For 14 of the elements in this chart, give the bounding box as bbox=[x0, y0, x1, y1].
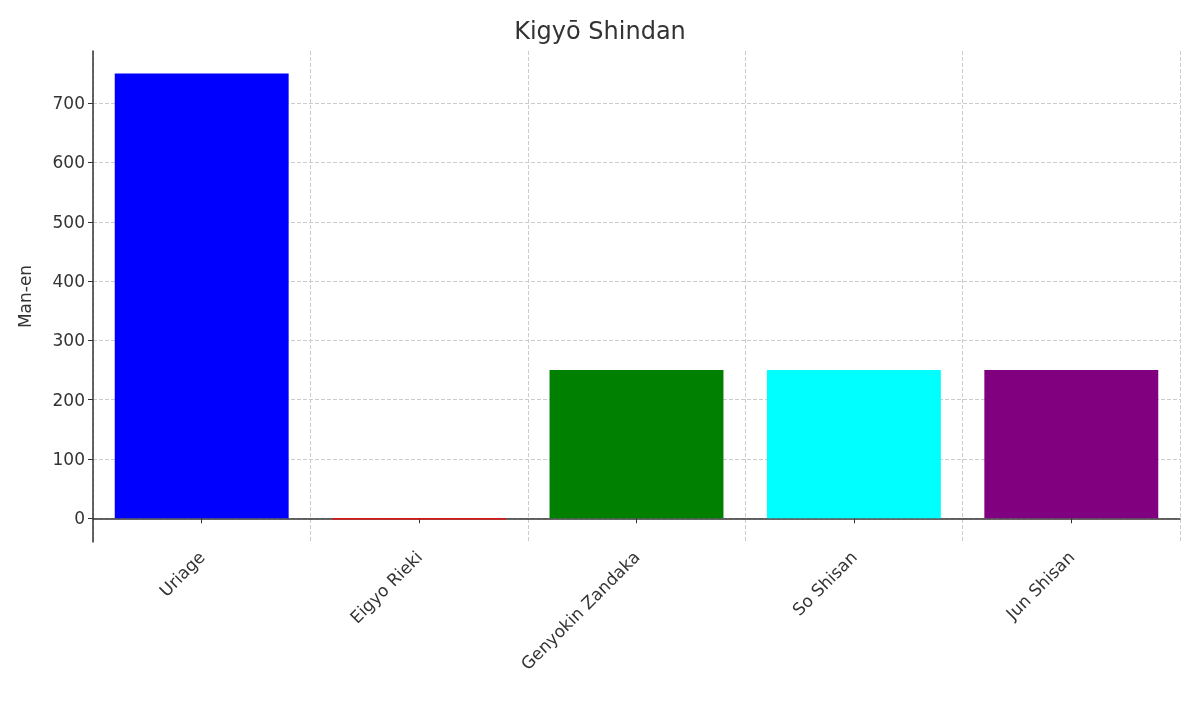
y-tick-label: 500 bbox=[52, 211, 85, 232]
y-tick-label: 0 bbox=[74, 508, 85, 529]
bar bbox=[766, 370, 941, 519]
y-tick-label: 700 bbox=[52, 93, 85, 114]
y-tick-label: 200 bbox=[52, 389, 85, 410]
chart-title: Kigyō Shindan bbox=[514, 17, 686, 45]
y-tick-label: 100 bbox=[52, 448, 85, 469]
y-tick-label: 400 bbox=[52, 271, 85, 292]
y-tick-label: 300 bbox=[52, 330, 85, 351]
bar bbox=[549, 370, 724, 519]
y-axis-title: Man-en bbox=[14, 264, 35, 329]
bar bbox=[114, 73, 289, 519]
bar bbox=[984, 370, 1159, 519]
y-tick-label: 600 bbox=[52, 152, 85, 173]
